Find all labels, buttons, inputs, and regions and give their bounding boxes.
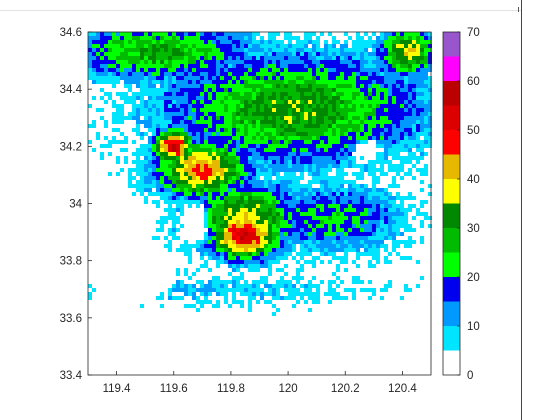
x-tick-label: 119.6 xyxy=(160,383,188,395)
colorbar-bin xyxy=(443,154,460,179)
colorbar-axis: 0 10 20 30 40 50 60 70 xyxy=(457,27,480,382)
colorbar-bin xyxy=(443,105,460,130)
x-axis: 119.4 119.6 119.8 120 120.2 120.4 xyxy=(103,371,417,395)
y-tick-label: 34.6 xyxy=(60,27,82,39)
colorbar-tick-label: 40 xyxy=(467,174,480,186)
x-tick-label: 120.2 xyxy=(331,383,360,395)
right-divider xyxy=(521,0,522,420)
reflectivity-map xyxy=(88,32,432,316)
colorbar-tick-label: 50 xyxy=(467,125,480,137)
y-tick-label: 33.8 xyxy=(60,256,82,268)
y-tick-label: 33.6 xyxy=(60,313,82,325)
top-divider xyxy=(0,10,521,11)
y-axis: 33.4 33.6 33.8 34 34.2 34.4 34.6 xyxy=(60,27,92,382)
top-tick-mark xyxy=(518,7,519,12)
y-tick-label: 34.4 xyxy=(60,84,83,96)
colorbar-bin xyxy=(443,179,460,204)
colorbar-bin xyxy=(443,203,460,228)
x-tick-label: 119.4 xyxy=(103,383,132,395)
reflectivity-cells xyxy=(92,32,432,260)
reflectivity-cells xyxy=(88,32,432,264)
colorbar-bin xyxy=(443,130,460,155)
reflectivity-cells xyxy=(88,32,432,300)
y-tick-label: 34.2 xyxy=(60,141,82,153)
x-tick-label: 119.8 xyxy=(217,383,245,395)
colorbar-tick-label: 70 xyxy=(467,27,480,39)
x-tick-label: 120.4 xyxy=(388,383,417,395)
colorbar-tick-label: 60 xyxy=(467,76,480,88)
colorbar-bin xyxy=(443,277,460,302)
x-tick-label: 120 xyxy=(278,383,297,395)
colorbar-bin xyxy=(443,32,460,57)
colorbar-bin xyxy=(443,301,460,326)
colorbar-bin xyxy=(443,252,460,277)
colorbar-bin xyxy=(443,56,460,81)
colorbar-bin xyxy=(443,81,460,106)
y-tick-label: 33.4 xyxy=(60,370,83,382)
y-tick-label: 34 xyxy=(69,199,82,211)
colorbar-tick-label: 30 xyxy=(467,223,480,235)
colorbar xyxy=(442,31,461,376)
colorbar-tick-label: 20 xyxy=(467,272,480,284)
colorbar-bin xyxy=(443,228,460,253)
colorbar-tick-label: 10 xyxy=(467,321,480,333)
colorbar-tick-label: 0 xyxy=(467,370,473,382)
colorbar-bin xyxy=(443,326,460,351)
colorbar-bin xyxy=(443,350,460,375)
colorbar-frame xyxy=(442,31,461,376)
reflectivity-cells xyxy=(88,32,432,316)
reflectivity-cells xyxy=(168,144,260,244)
